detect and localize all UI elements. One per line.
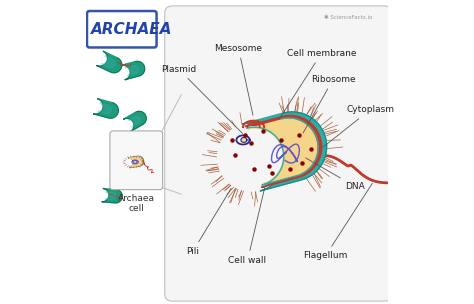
Polygon shape (247, 119, 317, 184)
Polygon shape (128, 116, 140, 127)
Polygon shape (129, 157, 142, 167)
Text: Flagellum: Flagellum (303, 183, 373, 261)
Polygon shape (242, 112, 327, 191)
Polygon shape (128, 156, 144, 168)
Text: Mesosome: Mesosome (215, 43, 263, 115)
Polygon shape (125, 66, 138, 76)
Polygon shape (121, 61, 145, 80)
Text: Archaea
cell: Archaea cell (118, 194, 155, 213)
Text: Plasmid: Plasmid (161, 65, 243, 133)
Text: Ribosome: Ribosome (303, 74, 356, 133)
FancyBboxPatch shape (110, 131, 163, 190)
Polygon shape (93, 99, 118, 118)
Text: Pili: Pili (186, 188, 231, 256)
FancyBboxPatch shape (87, 11, 156, 47)
Text: Cell membrane: Cell membrane (279, 49, 356, 119)
Polygon shape (97, 51, 122, 73)
Text: ✱ ScienceFacts.io: ✱ ScienceFacts.io (324, 16, 373, 20)
Polygon shape (245, 116, 322, 187)
Polygon shape (102, 188, 122, 203)
FancyBboxPatch shape (164, 6, 392, 301)
Polygon shape (105, 192, 116, 200)
Polygon shape (128, 157, 143, 167)
Polygon shape (98, 103, 111, 114)
Text: Cytoplasm: Cytoplasm (323, 105, 394, 147)
Text: Cell wall: Cell wall (228, 187, 266, 265)
Polygon shape (241, 137, 247, 142)
Text: DNA: DNA (306, 158, 365, 191)
Polygon shape (101, 56, 115, 68)
Polygon shape (123, 111, 146, 132)
Text: ARCHAEA: ARCHAEA (91, 22, 172, 37)
